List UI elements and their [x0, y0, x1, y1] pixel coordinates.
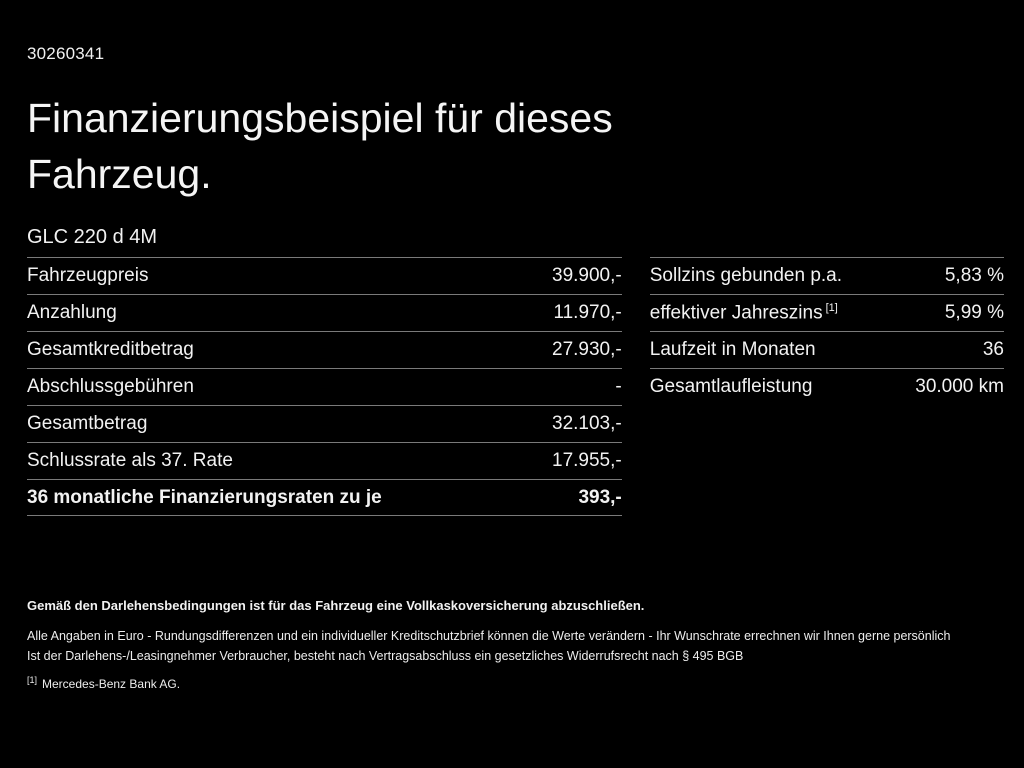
row-value: 5,83 %	[944, 265, 1004, 286]
legal-footer: Gemäß den Darlehensbedingungen ist für d…	[27, 598, 1000, 691]
row-label: effektiver Jahreszins [1]	[649, 301, 838, 324]
row-label: Laufzeit in Monaten	[649, 339, 816, 360]
table-row: Anzahlung 11.970,-	[27, 294, 622, 331]
page-title-line1: Finanzierungsbeispiel für dieses	[27, 95, 613, 141]
footnote-marker: [1]	[27, 675, 38, 685]
financing-tables: Fahrzeugpreis 39.900,- Anzahlung 11.970,…	[27, 257, 1004, 516]
table-row: Fahrzeugpreis 39.900,-	[27, 257, 622, 294]
row-value: 32.103,-	[552, 413, 622, 434]
table-row: Laufzeit in Monaten 36	[649, 331, 1004, 368]
footnote-text: Mercedes-Benz Bank AG.	[42, 677, 181, 691]
row-value: 393,-	[578, 486, 622, 508]
row-label: 36 monatliche Finanzierungsraten zu je	[27, 486, 382, 508]
disclaimer-line1: Alle Angaben in Euro - Rundungsdifferenz…	[27, 629, 951, 643]
row-value: 27.930,-	[552, 339, 622, 360]
table-row: Gesamtbetrag 32.103,-	[27, 405, 622, 442]
row-value: 39.900,-	[552, 265, 622, 286]
table-row: Sollzins gebunden p.a. 5,83 %	[649, 257, 1004, 294]
content-area: 30260341 Finanzierungsbeispiel für diese…	[27, 44, 1004, 516]
table-row: effektiver Jahreszins [1] 5,99 %	[649, 294, 1004, 331]
footnote-reference: [1]	[825, 301, 838, 314]
page-title: Finanzierungsbeispiel für dieses Fahrzeu…	[27, 90, 1004, 202]
row-value: 5,99 %	[944, 302, 1004, 323]
row-label: Sollzins gebunden p.a.	[649, 265, 843, 286]
row-label: Gesamtlaufleistung	[649, 376, 813, 397]
insurance-note: Gemäß den Darlehensbedingungen ist für d…	[27, 598, 645, 613]
table-row-monthly-rate: 36 monatliche Finanzierungsraten zu je 3…	[27, 479, 622, 516]
row-label: Anzahlung	[27, 302, 117, 323]
vehicle-model: GLC 220 d 4M	[27, 226, 158, 248]
row-value: 17.955,-	[552, 450, 622, 471]
row-value: 11.970,-	[553, 302, 622, 323]
row-label: Abschlussgebühren	[27, 376, 194, 397]
table-row: Abschlussgebühren -	[27, 368, 622, 405]
page-title-line2: Fahrzeug.	[27, 151, 212, 197]
row-value: -	[615, 376, 622, 397]
row-label: Gesamtbetrag	[27, 413, 148, 434]
table-row: Gesamtkreditbetrag 27.930,-	[27, 331, 622, 368]
row-label: Gesamtkreditbetrag	[27, 339, 194, 360]
row-value: 36	[982, 339, 1004, 360]
row-label: Fahrzeugpreis	[27, 265, 149, 286]
row-value: 30.000 km	[915, 376, 1004, 397]
row-label: Schlussrate als 37. Rate	[27, 450, 233, 471]
table-row: Gesamtlaufleistung 30.000 km	[649, 368, 1004, 405]
bank-footnote: [1] Mercedes-Benz Bank AG.	[27, 675, 1000, 691]
offer-id: 30260341	[27, 44, 105, 63]
financing-table-right: Sollzins gebunden p.a. 5,83 % effektiver…	[649, 257, 1004, 405]
disclaimer-line2: Ist der Darlehens-/Leasingnehmer Verbrau…	[27, 649, 744, 663]
financing-table-left: Fahrzeugpreis 39.900,- Anzahlung 11.970,…	[27, 257, 622, 516]
table-row: Schlussrate als 37. Rate 17.955,-	[27, 442, 622, 479]
